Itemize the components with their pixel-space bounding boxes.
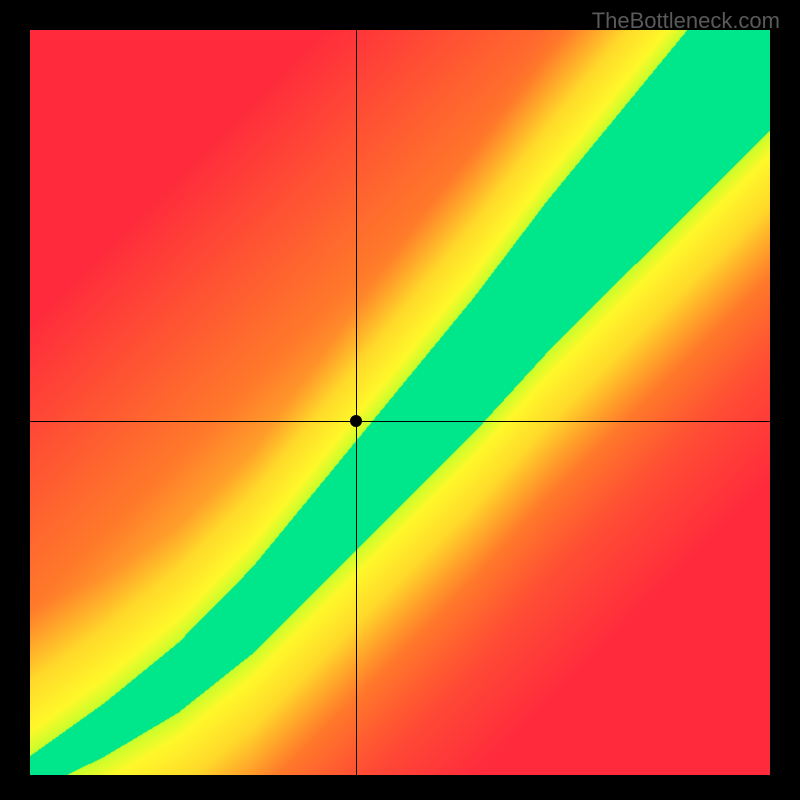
crosshair-vertical: [356, 30, 357, 775]
heatmap-canvas: [30, 30, 770, 775]
crosshair-horizontal: [30, 421, 770, 422]
heatmap-plot: [30, 30, 770, 775]
crosshair-point: [350, 415, 362, 427]
watermark-text: TheBottleneck.com: [592, 8, 780, 34]
